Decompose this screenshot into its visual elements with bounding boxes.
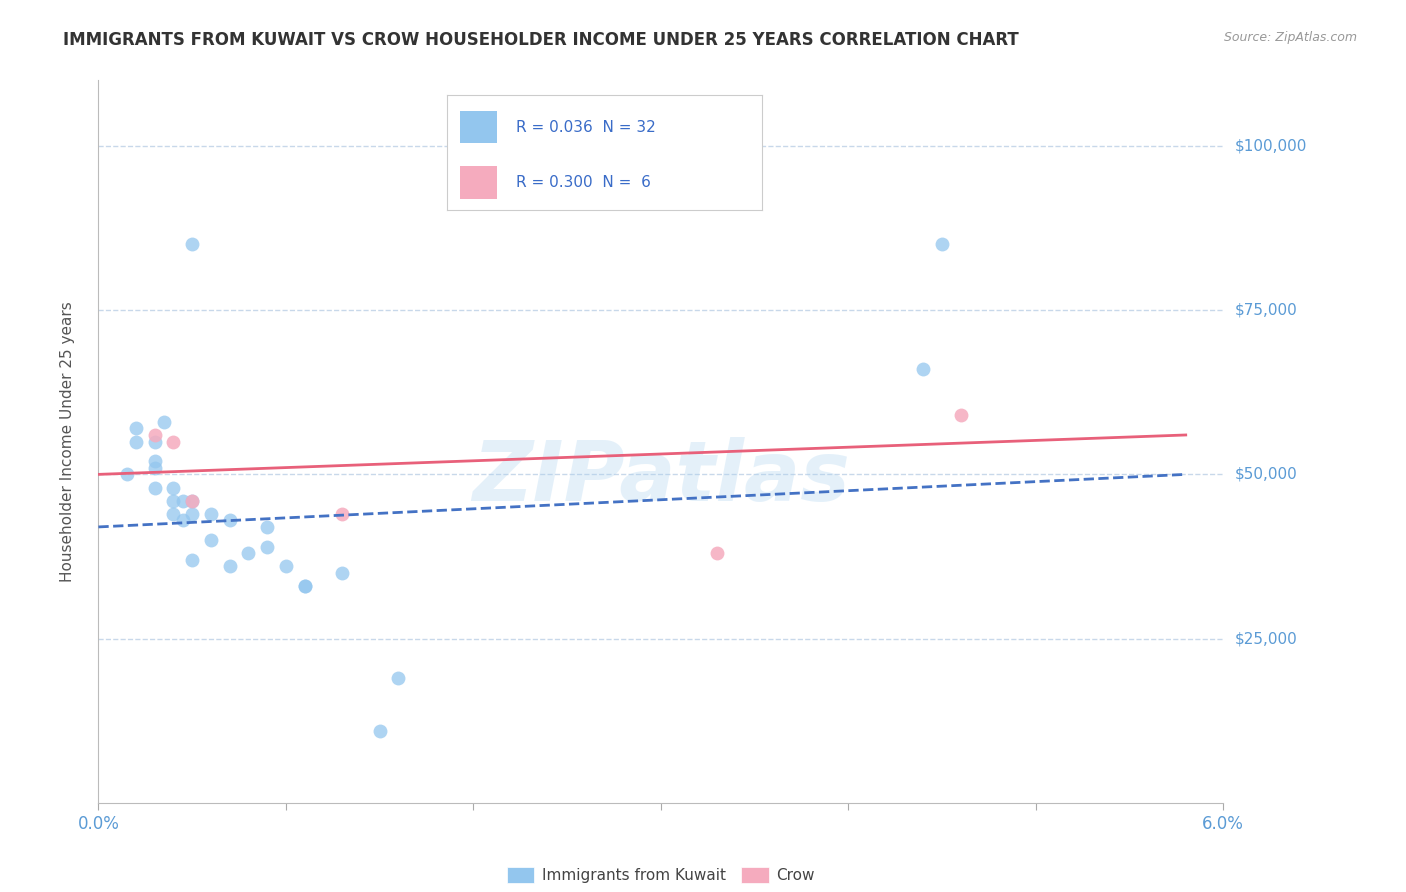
Point	[387, 671, 409, 685]
Point	[143, 481, 166, 495]
Point	[912, 362, 935, 376]
Point	[125, 421, 148, 435]
Point	[143, 428, 166, 442]
Point	[162, 493, 184, 508]
Point	[294, 579, 316, 593]
Point	[153, 415, 176, 429]
Point	[238, 546, 260, 560]
Point	[706, 546, 728, 560]
Point	[143, 454, 166, 468]
Text: $75,000: $75,000	[1234, 302, 1298, 318]
Text: IMMIGRANTS FROM KUWAIT VS CROW HOUSEHOLDER INCOME UNDER 25 YEARS CORRELATION CHA: IMMIGRANTS FROM KUWAIT VS CROW HOUSEHOLD…	[63, 31, 1019, 49]
Point	[256, 520, 278, 534]
Point	[218, 559, 240, 574]
Point	[172, 513, 194, 527]
Point	[162, 434, 184, 449]
Point	[931, 237, 953, 252]
Text: ZIPatlas: ZIPatlas	[472, 437, 849, 518]
Text: $25,000: $25,000	[1234, 632, 1298, 646]
Point	[181, 237, 204, 252]
Y-axis label: Householder Income Under 25 years: Householder Income Under 25 years	[60, 301, 75, 582]
Point	[274, 559, 297, 574]
Point	[143, 460, 166, 475]
Point	[949, 409, 972, 423]
Point	[115, 467, 138, 482]
Point	[330, 566, 353, 580]
Point	[162, 507, 184, 521]
Point	[172, 493, 194, 508]
Point	[200, 533, 222, 547]
Point	[162, 481, 184, 495]
Text: $100,000: $100,000	[1234, 138, 1306, 153]
Point	[294, 579, 316, 593]
Point	[218, 513, 240, 527]
Point	[181, 493, 204, 508]
Text: Source: ZipAtlas.com: Source: ZipAtlas.com	[1223, 31, 1357, 45]
Legend: Immigrants from Kuwait, Crow: Immigrants from Kuwait, Crow	[501, 861, 821, 889]
Point	[200, 507, 222, 521]
Point	[181, 493, 204, 508]
Point	[368, 723, 391, 738]
Point	[330, 507, 353, 521]
Point	[125, 434, 148, 449]
Point	[181, 553, 204, 567]
Point	[181, 507, 204, 521]
Point	[256, 540, 278, 554]
Text: $50,000: $50,000	[1234, 467, 1298, 482]
Point	[143, 434, 166, 449]
